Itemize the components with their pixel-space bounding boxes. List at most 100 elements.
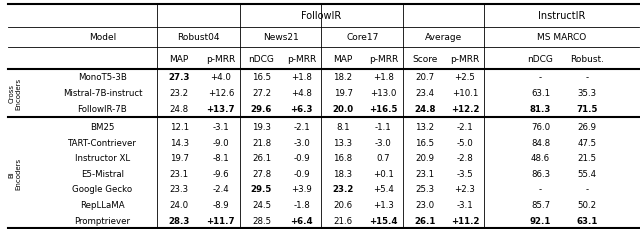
Text: FollowIR: FollowIR	[301, 11, 340, 21]
Text: +4.8: +4.8	[291, 89, 312, 98]
Text: 21.8: 21.8	[252, 138, 271, 147]
Text: nDCG: nDCG	[527, 55, 554, 63]
Text: 47.5: 47.5	[578, 138, 596, 147]
Text: Cross
Encoders: Cross Encoders	[9, 77, 22, 109]
Text: 25.3: 25.3	[415, 185, 434, 194]
Text: 13.3: 13.3	[333, 138, 353, 147]
Text: 23.2: 23.2	[332, 185, 354, 194]
Text: BM25: BM25	[90, 123, 115, 131]
Text: +13.0: +13.0	[370, 89, 397, 98]
Text: 16.8: 16.8	[333, 153, 353, 162]
Text: -0.9: -0.9	[294, 169, 310, 178]
Text: 48.6: 48.6	[531, 153, 550, 162]
Text: 24.8: 24.8	[170, 104, 189, 113]
Text: 16.5: 16.5	[252, 73, 271, 82]
Text: 20.0: 20.0	[332, 104, 354, 113]
Text: 26.1: 26.1	[414, 216, 435, 225]
Text: 85.7: 85.7	[531, 200, 550, 209]
Text: +11.2: +11.2	[451, 216, 479, 225]
Text: 26.1: 26.1	[252, 153, 271, 162]
Text: +10.1: +10.1	[452, 89, 478, 98]
Text: -2.4: -2.4	[212, 185, 229, 194]
Text: +6.4: +6.4	[291, 216, 313, 225]
Text: 0.7: 0.7	[376, 153, 390, 162]
Text: -3.1: -3.1	[456, 200, 474, 209]
Text: -9.6: -9.6	[212, 169, 229, 178]
Text: MonoT5-3B: MonoT5-3B	[78, 73, 127, 82]
Text: 23.1: 23.1	[170, 169, 189, 178]
Text: 81.3: 81.3	[530, 104, 551, 113]
Text: -9.0: -9.0	[212, 138, 229, 147]
Text: Core17: Core17	[346, 33, 378, 42]
Text: -5.0: -5.0	[456, 138, 474, 147]
Text: 84.8: 84.8	[531, 138, 550, 147]
Text: Model: Model	[89, 33, 116, 42]
Text: 23.2: 23.2	[170, 89, 189, 98]
Text: 27.3: 27.3	[168, 73, 190, 82]
Text: 63.1: 63.1	[531, 89, 550, 98]
Text: -2.8: -2.8	[456, 153, 474, 162]
Text: 28.5: 28.5	[252, 216, 271, 225]
Text: -8.1: -8.1	[212, 153, 229, 162]
Text: -3.0: -3.0	[293, 138, 310, 147]
Text: 23.0: 23.0	[415, 200, 434, 209]
Text: 18.3: 18.3	[333, 169, 353, 178]
Text: Robust.: Robust.	[570, 55, 604, 63]
Text: 16.5: 16.5	[415, 138, 434, 147]
Text: MS MARCO: MS MARCO	[537, 33, 586, 42]
Text: -1.8: -1.8	[293, 200, 310, 209]
Text: 23.1: 23.1	[415, 169, 434, 178]
Text: -3.5: -3.5	[456, 169, 474, 178]
Text: +3.9: +3.9	[291, 185, 312, 194]
Text: 27.8: 27.8	[252, 169, 271, 178]
Text: 71.5: 71.5	[577, 104, 598, 113]
Text: 20.7: 20.7	[415, 73, 434, 82]
Text: RepLLaMA: RepLLaMA	[80, 200, 125, 209]
Text: News21: News21	[263, 33, 298, 42]
Text: -8.9: -8.9	[212, 200, 229, 209]
Text: 19.3: 19.3	[252, 123, 271, 131]
Text: +12.2: +12.2	[451, 104, 479, 113]
Text: -1.1: -1.1	[375, 123, 392, 131]
Text: 8.1: 8.1	[336, 123, 350, 131]
Text: +12.6: +12.6	[207, 89, 234, 98]
Text: Promptriever: Promptriever	[74, 216, 131, 225]
Text: 86.3: 86.3	[531, 169, 550, 178]
Text: p-MRR: p-MRR	[369, 55, 398, 63]
Text: +2.3: +2.3	[454, 185, 476, 194]
Text: Bi
Encoders: Bi Encoders	[9, 158, 22, 190]
Text: 18.2: 18.2	[333, 73, 353, 82]
Text: -2.1: -2.1	[293, 123, 310, 131]
Text: +4.0: +4.0	[211, 73, 231, 82]
Text: -: -	[539, 185, 542, 194]
Text: Score: Score	[412, 55, 437, 63]
Text: 23.4: 23.4	[415, 89, 434, 98]
Text: -: -	[586, 185, 589, 194]
Text: 28.3: 28.3	[168, 216, 190, 225]
Text: 23.3: 23.3	[170, 185, 189, 194]
Text: 24.5: 24.5	[252, 200, 271, 209]
Text: 35.3: 35.3	[578, 89, 596, 98]
Text: -3.1: -3.1	[212, 123, 229, 131]
Text: p-MRR: p-MRR	[451, 55, 479, 63]
Text: 55.4: 55.4	[578, 169, 596, 178]
Text: +0.1: +0.1	[373, 169, 394, 178]
Text: 21.6: 21.6	[333, 216, 353, 225]
Text: -0.9: -0.9	[294, 153, 310, 162]
Text: 92.1: 92.1	[530, 216, 551, 225]
Text: 13.2: 13.2	[415, 123, 434, 131]
Text: 29.5: 29.5	[251, 185, 272, 194]
Text: 21.5: 21.5	[578, 153, 596, 162]
Text: -: -	[586, 73, 589, 82]
Text: +2.5: +2.5	[454, 73, 476, 82]
Text: nDCG: nDCG	[248, 55, 275, 63]
Text: MAP: MAP	[170, 55, 189, 63]
Text: 19.7: 19.7	[170, 153, 189, 162]
Text: 50.2: 50.2	[578, 200, 596, 209]
Text: 26.9: 26.9	[578, 123, 596, 131]
Text: p-MRR: p-MRR	[206, 55, 236, 63]
Text: +15.4: +15.4	[369, 216, 397, 225]
Text: -2.1: -2.1	[456, 123, 474, 131]
Text: 24.0: 24.0	[170, 200, 189, 209]
Text: +1.8: +1.8	[373, 73, 394, 82]
